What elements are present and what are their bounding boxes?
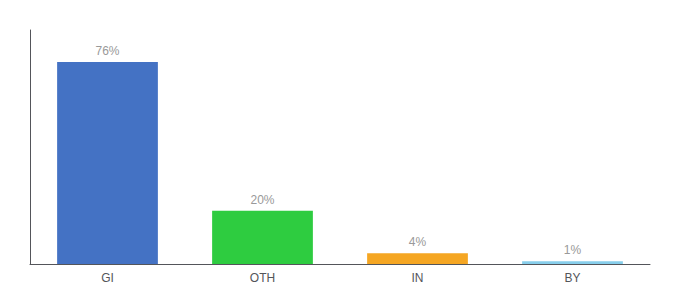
svg-text:OTH: OTH [250, 271, 275, 285]
svg-text:4%: 4% [409, 235, 427, 249]
svg-text:IN: IN [412, 271, 424, 285]
svg-text:BY: BY [564, 271, 580, 285]
svg-text:GI: GI [101, 271, 114, 285]
svg-text:20%: 20% [250, 193, 274, 207]
svg-text:76%: 76% [95, 44, 119, 58]
svg-text:1%: 1% [564, 243, 582, 257]
